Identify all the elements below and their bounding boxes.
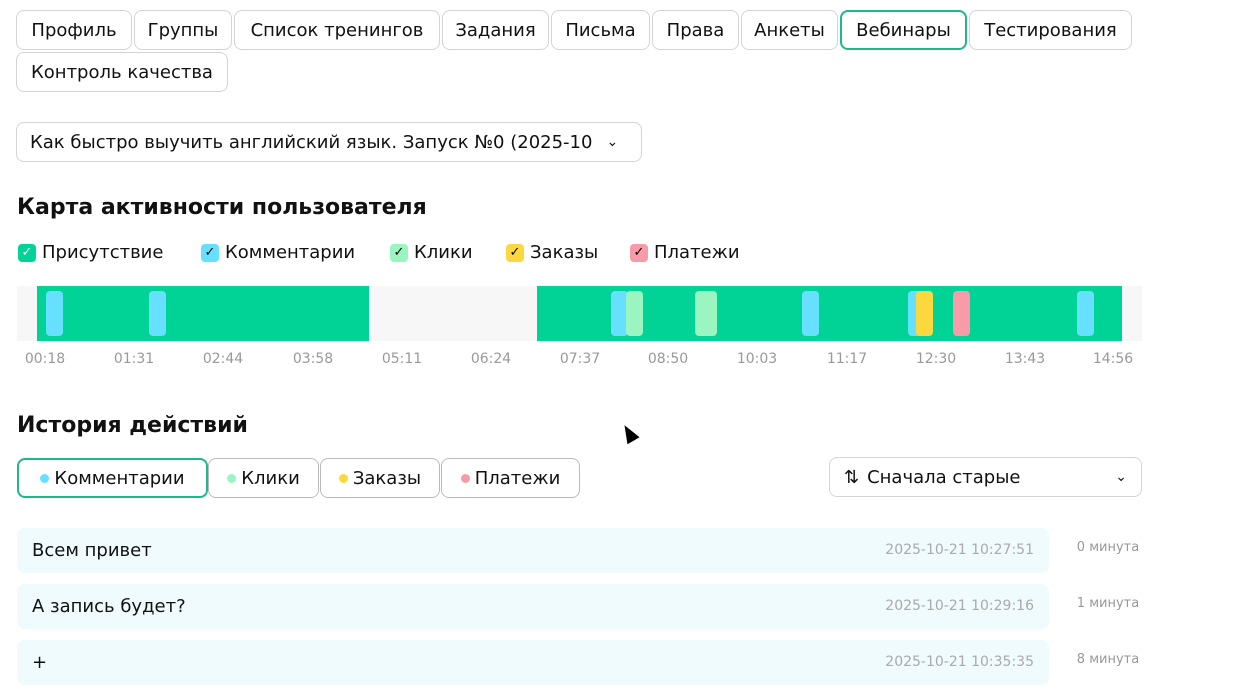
legend-item[interactable]: ✓ Платежи [630, 242, 740, 263]
checkbox: ✓ [630, 243, 648, 262]
presence-segment [37, 286, 369, 341]
checkbox: ✓ [506, 243, 524, 262]
filter-label: Клики [241, 467, 300, 489]
legend-item[interactable]: ✓ Комментарии [201, 242, 355, 263]
select-text: Как быстро выучить английский язык. Запу… [30, 131, 593, 153]
filter-dot [338, 473, 348, 483]
tab[interactable]: Список тренингов [234, 10, 440, 50]
row-ago: 1 минута [1076, 596, 1140, 611]
checkbox: ✓ [390, 243, 408, 262]
tab[interactable]: Группы [134, 10, 232, 50]
event-marker [46, 291, 63, 336]
time-label: 12:30 [915, 351, 957, 367]
section-title: Карта активности пользователя [17, 195, 427, 220]
tab[interactable]: Профиль [16, 10, 132, 50]
tab[interactable]: Права [652, 10, 739, 50]
row-text: А запись будет? [32, 596, 186, 617]
filter-label: Платежи [474, 467, 561, 489]
checkbox: ✓ [201, 243, 219, 262]
event-marker [802, 291, 819, 336]
time-label: 00:18 [24, 351, 66, 367]
legend-item[interactable]: ✓ Клики [390, 242, 473, 263]
event-marker [695, 291, 717, 336]
time-label: 02:44 [202, 351, 244, 367]
tab[interactable]: Письма [551, 10, 650, 50]
history-row: Всем привет 2025-10-21 10:27:51 [17, 528, 1049, 573]
time-label: 01:31 [113, 351, 155, 367]
filter-label: Заказы [352, 467, 422, 489]
filter-button[interactable]: Клики [208, 458, 319, 498]
legend-item[interactable]: ✓ Присутствие [18, 242, 163, 263]
event-marker [916, 291, 933, 336]
filter-dot [227, 473, 237, 483]
webinar-select[interactable]: Как быстро выучить английский язык. Запу… [16, 122, 642, 162]
row-text: + [32, 652, 48, 673]
row-time: 2025-10-21 10:29:16 [885, 598, 1034, 614]
row-ago: 8 минута [1076, 652, 1140, 667]
filter-label: Комментарии [54, 467, 185, 489]
row-text: Всем привет [32, 540, 152, 561]
legend-label: Присутствие [42, 242, 164, 263]
tab[interactable]: Задания [442, 10, 549, 50]
time-label: 07:37 [559, 351, 601, 367]
time-label: 03:58 [292, 351, 334, 367]
time-label: 13:43 [1004, 351, 1046, 367]
legend-label: Платежи [654, 242, 740, 263]
filter-dot [40, 473, 50, 483]
tab[interactable]: Анкеты [741, 10, 838, 50]
legend-label: Клики [414, 242, 473, 263]
row-time: 2025-10-21 10:35:35 [885, 654, 1034, 670]
event-marker [626, 291, 643, 336]
tab[interactable]: Вебинары [840, 10, 967, 50]
time-label: 06:24 [470, 351, 512, 367]
filter-button[interactable]: Платежи [441, 458, 580, 498]
legend-label: Комментарии [225, 242, 356, 263]
filter-button[interactable]: Комментарии [17, 458, 208, 498]
event-marker [953, 291, 970, 336]
event-marker [149, 291, 166, 336]
sort-select[interactable]: ⇅ Сначала старые ⌄ [829, 457, 1142, 497]
history-row: +2025-10-21 10:35:35 [17, 640, 1049, 685]
filter-dot [460, 473, 470, 483]
time-label: 14:56 [1092, 351, 1134, 367]
time-label: 11:17 [826, 351, 868, 367]
event-marker [611, 291, 628, 336]
tab[interactable]: Тестирования [969, 10, 1132, 50]
row-time: 2025-10-21 10:27:51 [885, 542, 1034, 558]
tab[interactable]: Контроль качества [16, 52, 228, 92]
history-row: А запись будет? 2025-10-21 10:29:16 [17, 584, 1049, 629]
sort-text: Сначала старые [867, 466, 1021, 488]
section-title: История действий [17, 413, 248, 438]
cursor [618, 421, 640, 445]
time-label: 08:50 [647, 351, 689, 367]
legend-label: Заказы [530, 242, 599, 263]
checkbox: ✓ [18, 243, 36, 262]
time-label: 10:03 [736, 351, 778, 367]
row-ago: 0 минута [1076, 540, 1140, 555]
time-label: 05:11 [381, 351, 423, 367]
event-marker [1077, 291, 1094, 336]
legend-item[interactable]: ✓ Заказы [506, 242, 598, 263]
filter-button[interactable]: Заказы [320, 458, 440, 498]
